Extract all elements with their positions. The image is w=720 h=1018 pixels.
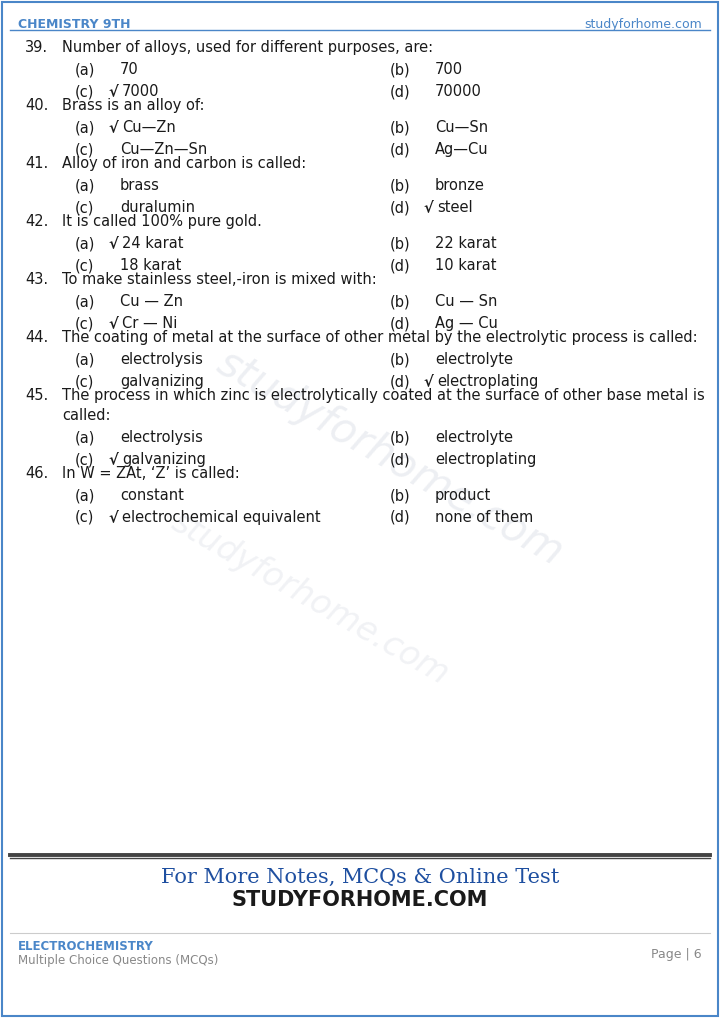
Text: studyforhome.com: studyforhome.com: [166, 505, 454, 691]
Text: (c): (c): [75, 142, 94, 157]
Text: (b): (b): [390, 236, 410, 251]
Text: The process in which zinc is electrolytically coated at the surface of other bas: The process in which zinc is electrolyti…: [62, 388, 705, 403]
Text: (b): (b): [390, 352, 410, 367]
Text: (c): (c): [75, 452, 94, 467]
Text: The coating of metal at the surface of other metal by the electrolytic process i: The coating of metal at the surface of o…: [62, 330, 698, 345]
Text: (a): (a): [75, 120, 95, 135]
Text: 18 karat: 18 karat: [120, 258, 181, 273]
Text: electrolyte: electrolyte: [435, 430, 513, 445]
Text: Ag—Cu: Ag—Cu: [435, 142, 489, 157]
Text: electrolyte: electrolyte: [435, 352, 513, 367]
Text: duralumin: duralumin: [120, 200, 195, 215]
Text: (a): (a): [75, 62, 95, 77]
Text: (a): (a): [75, 178, 95, 193]
Text: (b): (b): [390, 430, 410, 445]
Text: 40.: 40.: [25, 98, 48, 113]
Text: (d): (d): [390, 84, 410, 99]
Text: √: √: [108, 120, 118, 135]
Text: studyforhome.com: studyforhome.com: [584, 18, 702, 31]
Text: Cu—Zn—Sn: Cu—Zn—Sn: [120, 142, 207, 157]
Text: (d): (d): [390, 316, 410, 331]
Text: (a): (a): [75, 236, 95, 251]
Text: steel: steel: [437, 200, 472, 215]
Text: (b): (b): [390, 62, 410, 77]
Text: To make stainless steel,-iron is mixed with:: To make stainless steel,-iron is mixed w…: [62, 272, 377, 287]
Text: (d): (d): [390, 142, 410, 157]
Text: In W = ZAt, ‘Z’ is called:: In W = ZAt, ‘Z’ is called:: [62, 466, 240, 480]
Text: (b): (b): [390, 120, 410, 135]
Text: 700: 700: [435, 62, 463, 77]
Text: (c): (c): [75, 200, 94, 215]
Text: √: √: [108, 510, 118, 525]
Text: √: √: [108, 236, 118, 251]
Text: electroplating: electroplating: [437, 374, 539, 389]
Text: Page | 6: Page | 6: [652, 948, 702, 961]
Text: 39.: 39.: [25, 40, 48, 55]
Text: √: √: [108, 84, 118, 99]
Text: CHEMISTRY 9TH: CHEMISTRY 9TH: [18, 18, 130, 31]
Text: 10 karat: 10 karat: [435, 258, 497, 273]
Text: 22 karat: 22 karat: [435, 236, 497, 251]
Text: 46.: 46.: [25, 466, 48, 480]
Text: (c): (c): [75, 510, 94, 525]
Text: 41.: 41.: [25, 156, 48, 171]
Text: 44.: 44.: [25, 330, 48, 345]
Text: product: product: [435, 488, 491, 503]
Text: (b): (b): [390, 488, 410, 503]
Text: Cu—Sn: Cu—Sn: [435, 120, 488, 135]
Text: Cr — Ni: Cr — Ni: [122, 316, 177, 331]
Text: 42.: 42.: [25, 214, 48, 229]
Text: Alloy of iron and carbon is called:: Alloy of iron and carbon is called:: [62, 156, 306, 171]
Text: (c): (c): [75, 316, 94, 331]
Text: For More Notes, MCQs & Online Test: For More Notes, MCQs & Online Test: [161, 868, 559, 887]
Text: bronze: bronze: [435, 178, 485, 193]
Text: 70: 70: [120, 62, 139, 77]
Text: (b): (b): [390, 178, 410, 193]
Text: ELECTROCHEMISTRY: ELECTROCHEMISTRY: [18, 940, 154, 953]
Text: √: √: [108, 452, 118, 467]
Text: brass: brass: [120, 178, 160, 193]
Text: (d): (d): [390, 510, 410, 525]
Text: STUDYFORHOME.COM: STUDYFORHOME.COM: [232, 890, 488, 910]
Text: 45.: 45.: [25, 388, 48, 403]
Text: (c): (c): [75, 258, 94, 273]
Text: Cu—Zn: Cu—Zn: [122, 120, 176, 135]
Text: (a): (a): [75, 294, 95, 309]
Text: (d): (d): [390, 258, 410, 273]
Text: (a): (a): [75, 488, 95, 503]
Text: electrolysis: electrolysis: [120, 430, 203, 445]
Text: studyforhome.com: studyforhome.com: [210, 342, 570, 574]
Text: galvanizing: galvanizing: [122, 452, 206, 467]
Text: (b): (b): [390, 294, 410, 309]
Text: (d): (d): [390, 200, 410, 215]
Text: √: √: [108, 316, 118, 331]
Text: called:: called:: [62, 408, 110, 423]
Text: (c): (c): [75, 84, 94, 99]
Text: constant: constant: [120, 488, 184, 503]
Text: (a): (a): [75, 430, 95, 445]
Text: (a): (a): [75, 352, 95, 367]
Text: electrochemical equivalent: electrochemical equivalent: [122, 510, 320, 525]
Text: (c): (c): [75, 374, 94, 389]
Text: none of them: none of them: [435, 510, 534, 525]
Text: 43.: 43.: [25, 272, 48, 287]
Text: Brass is an alloy of:: Brass is an alloy of:: [62, 98, 204, 113]
Text: It is called 100% pure gold.: It is called 100% pure gold.: [62, 214, 262, 229]
Text: √: √: [423, 200, 433, 215]
Text: (d): (d): [390, 374, 410, 389]
Text: 24 karat: 24 karat: [122, 236, 184, 251]
Text: (d): (d): [390, 452, 410, 467]
Text: √: √: [423, 374, 433, 389]
Text: Number of alloys, used for different purposes, are:: Number of alloys, used for different pur…: [62, 40, 433, 55]
Text: electrolysis: electrolysis: [120, 352, 203, 367]
Text: galvanizing: galvanizing: [120, 374, 204, 389]
Text: Cu — Zn: Cu — Zn: [120, 294, 183, 309]
Text: Cu — Sn: Cu — Sn: [435, 294, 498, 309]
Text: 7000: 7000: [122, 84, 160, 99]
Text: Multiple Choice Questions (MCQs): Multiple Choice Questions (MCQs): [18, 954, 218, 967]
Text: 70000: 70000: [435, 84, 482, 99]
Text: electroplating: electroplating: [435, 452, 536, 467]
Text: Ag — Cu: Ag — Cu: [435, 316, 498, 331]
